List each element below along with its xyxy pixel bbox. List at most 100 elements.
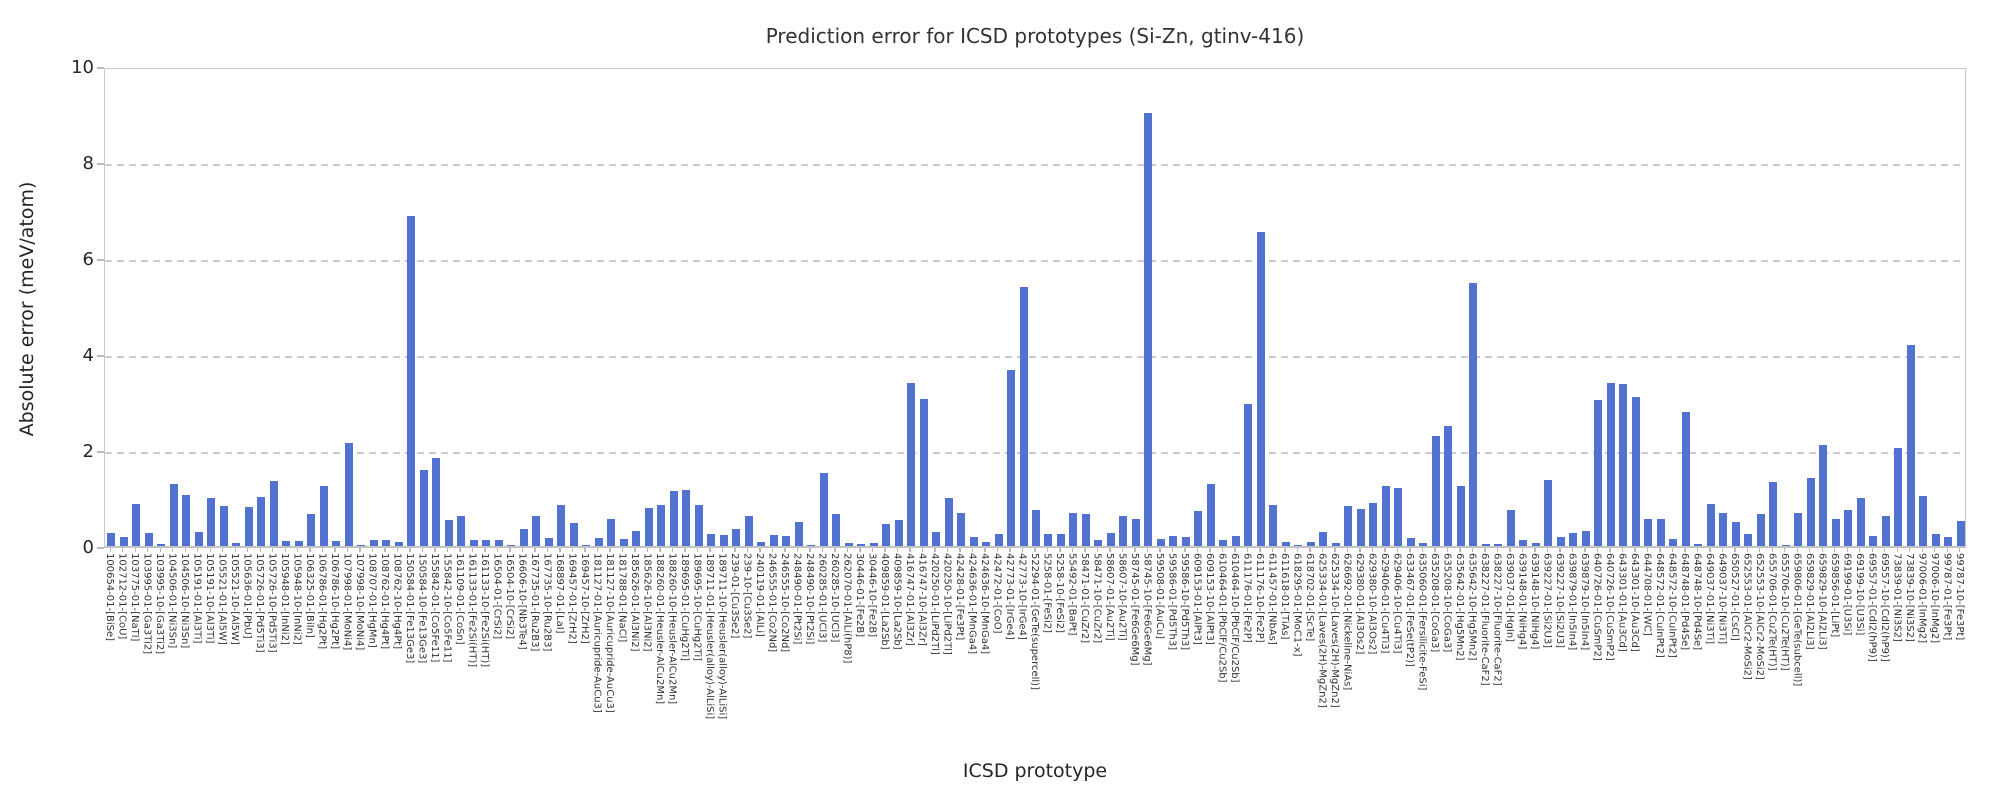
bar [632,531,641,546]
x-tick-mark [222,548,224,552]
x-tick-label: 416747-01-[Al3Zr] [904,553,916,646]
x-tick-mark [609,548,611,552]
bar [1631,397,1640,546]
x-tick-mark [1371,548,1374,552]
x-tick-label: 189711-10-[Heusler(alloy)-AlLiSi] [716,553,728,720]
x-tick-mark [1084,548,1086,552]
x-tick-mark [1734,548,1736,552]
bar [1894,447,1903,546]
bar [994,534,1003,546]
bar [907,383,916,546]
x-tick-label: 105521-10-[Al5W] [229,553,241,645]
bar [1644,519,1653,546]
x-tick-mark [1346,548,1349,552]
bar [469,539,478,546]
x-tick-mark [1796,548,1798,552]
x-tick-label: 52294-01-[GeTe(supercell)] [1029,553,1040,690]
x-tick-label: 155842-10-[Co5Fe11] [441,553,453,663]
bar [1944,537,1953,546]
bar [1007,370,1015,546]
bar [544,538,553,546]
bar [157,543,166,546]
bar [1544,480,1553,546]
bar [294,541,303,546]
bar [394,542,403,546]
bar [344,443,353,546]
x-tick-mark [446,548,449,552]
x-tick-mark [1021,548,1024,552]
x-tick-label: 659829-10-[Al2Li3] [1816,553,1828,650]
x-tick-label: 5258-01-[FeSi2] [1041,553,1053,634]
x-tick-mark [197,548,199,552]
bar [132,503,141,546]
x-tick-mark [1834,548,1836,552]
bar [1056,534,1065,546]
bar [419,470,428,546]
x-tick-mark [1696,548,1698,552]
x-tick-label: 169457-01-[ZrH2] [566,553,578,644]
bar [557,504,566,546]
x-tick-label: 103775-01-[NaTl] [129,553,141,642]
bar [1506,510,1515,546]
x-tick-label: 58745-01-[Fe6Ge6Mg] [1128,553,1140,666]
x-tick-mark [721,548,724,552]
x-tick-mark [1246,548,1249,552]
bar [682,489,691,546]
bar [1831,519,1840,546]
x-tick-label: 185626-10-[Al3Ni2] [641,553,653,652]
bar [1256,231,1265,546]
x-tick-mark [1471,548,1474,552]
bar [1706,503,1715,546]
y-tick-label-10: 10 [71,57,94,78]
x-tick-label: 648572-01-[CuInPt2] [1653,553,1665,658]
bar [1681,411,1690,546]
x-tick-label: 30446-01-[Fe2B] [854,553,866,638]
bar [944,498,953,546]
bar [1819,445,1828,546]
x-tick-mark [209,548,211,552]
x-tick-mark [1596,548,1599,552]
bar [1019,286,1028,546]
bar [1556,537,1565,546]
bar [1294,545,1303,546]
x-tick-mark [996,548,999,552]
bar [219,506,228,546]
bar [919,398,928,546]
x-tick-mark [1559,548,1561,552]
chart-title: Prediction error for ICSD prototypes (Si… [765,24,1305,48]
bar [532,516,541,546]
bar [1456,486,1465,546]
x-tick-mark [1446,548,1449,552]
bar [1419,543,1428,546]
x-tick-label: 420250-01-[LiPd2Tl] [929,553,941,655]
x-tick-mark [396,548,399,552]
bar [832,514,841,546]
x-tick-label: 69557-01-[CdI2(hP9)] [1866,553,1878,662]
bar [1931,534,1940,546]
x-tick-mark [259,548,261,552]
bar [1581,530,1590,546]
bar [1769,481,1778,546]
x-tick-mark [1046,548,1049,552]
x-tick-mark [1671,548,1674,552]
x-tick-mark [1659,548,1661,552]
x-tick-label: 239-01-[Cu3Se2] [729,553,741,639]
x-tick-label: 635642-10-[Hg5Mn2] [1466,553,1478,661]
bar [1881,515,1890,546]
x-tick-mark [1296,548,1299,552]
bar [1844,509,1853,546]
bar [1119,515,1128,546]
x-tick-label: 611618-01-[TiAs] [1278,553,1290,640]
bar [1269,505,1278,546]
bar [144,533,153,546]
x-tick-mark [921,548,924,552]
x-tick-mark [571,548,574,552]
x-tick-mark [1434,548,1436,552]
x-tick-label: 58471-10-[CuZr2] [1091,553,1103,644]
x-tick-mark [459,548,461,552]
x-tick-mark [1159,548,1161,552]
x-tick-label: 240119-01-[AlLi] [754,553,766,637]
x-tick-mark [1484,548,1486,552]
bar [1656,519,1665,546]
x-tick-label: 108762-01-[Hg4Pt] [379,553,391,650]
